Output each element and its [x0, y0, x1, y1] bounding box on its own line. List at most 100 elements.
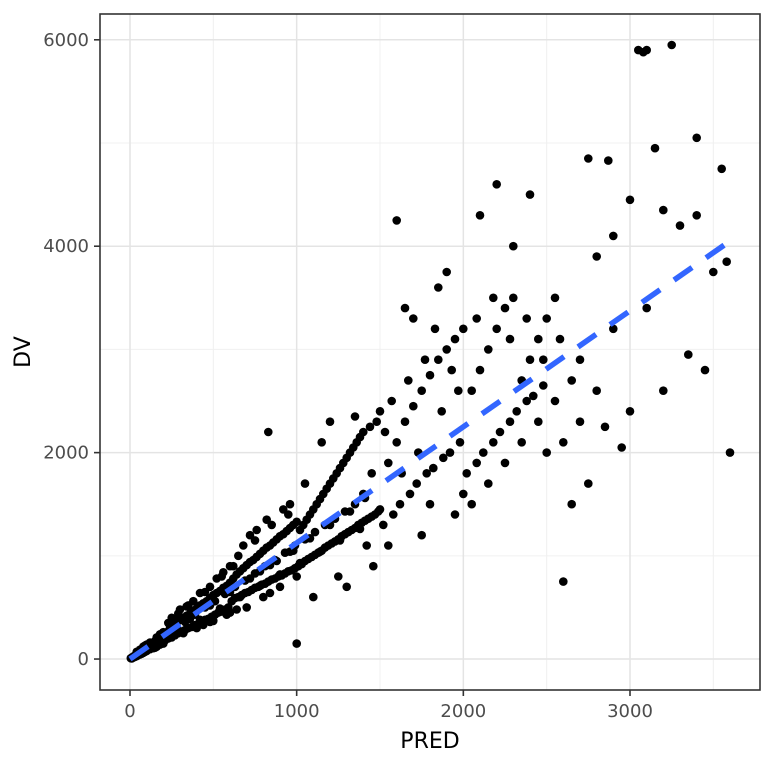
data-point — [164, 618, 173, 628]
data-point — [522, 396, 531, 406]
data-point — [174, 609, 183, 618]
data-point — [667, 40, 676, 50]
data-point — [725, 448, 735, 457]
data-point — [342, 582, 352, 592]
data-point — [692, 211, 701, 220]
data-point — [425, 370, 435, 380]
panel-background — [100, 14, 760, 690]
data-point — [642, 303, 651, 313]
data-point — [384, 541, 393, 550]
data-point — [559, 438, 568, 447]
data-point — [550, 293, 560, 303]
data-point — [539, 381, 548, 390]
data-point — [675, 221, 685, 230]
data-point — [489, 293, 498, 303]
data-point — [455, 438, 465, 447]
data-point — [684, 350, 693, 359]
data-point — [609, 231, 618, 241]
data-point — [369, 561, 378, 571]
data-point — [467, 499, 477, 509]
data-point — [334, 572, 343, 581]
data-point — [295, 558, 305, 568]
data-point — [365, 422, 375, 432]
data-point — [454, 386, 463, 396]
data-point — [450, 334, 460, 344]
data-point — [345, 507, 355, 516]
data-point — [575, 355, 585, 365]
data-point — [189, 596, 198, 606]
smooth-line-group — [128, 238, 732, 662]
data-point — [575, 417, 585, 427]
data-point — [439, 453, 448, 463]
data-point — [625, 195, 635, 205]
data-point — [400, 303, 410, 313]
data-point — [429, 463, 438, 473]
data-point — [275, 570, 285, 579]
data-point — [195, 588, 205, 598]
data-point — [475, 365, 485, 375]
data-point — [185, 614, 195, 624]
data-point — [392, 438, 402, 447]
data-point — [404, 376, 413, 385]
data-point — [555, 334, 565, 344]
data-point — [219, 568, 228, 577]
y-tick-label: 6000 — [43, 30, 89, 51]
data-point — [405, 489, 415, 499]
data-point — [235, 592, 245, 602]
data-point — [517, 438, 526, 447]
data-point — [380, 427, 390, 437]
panel-border — [99, 13, 761, 691]
data-point — [205, 617, 215, 627]
data-point — [205, 582, 215, 592]
data-point — [479, 448, 488, 457]
data-point — [367, 469, 377, 478]
x-tick-label: 1000 — [274, 701, 320, 722]
data-point — [379, 520, 388, 530]
data-point — [534, 334, 543, 344]
x-tick-label: 0 — [124, 701, 135, 722]
data-point — [717, 164, 726, 174]
data-point — [359, 427, 368, 437]
data-point — [355, 524, 365, 534]
data-point — [534, 417, 543, 427]
data-point — [409, 314, 418, 323]
data-point — [245, 574, 255, 583]
data-point — [659, 205, 668, 215]
y-axis-title: DV — [11, 336, 36, 368]
data-point — [310, 527, 320, 537]
data-point — [255, 581, 265, 591]
data-point — [222, 610, 231, 619]
data-point — [229, 561, 238, 571]
data-point — [550, 396, 560, 406]
data-point — [245, 530, 255, 540]
data-point — [212, 574, 221, 583]
data-point — [492, 324, 502, 334]
data-point — [584, 154, 593, 163]
gridlines-minor — [100, 14, 760, 690]
data-point — [285, 547, 295, 556]
data-point — [542, 314, 551, 323]
data-point — [459, 489, 468, 499]
data-point — [292, 572, 302, 581]
data-point — [259, 592, 268, 602]
data-point — [722, 257, 731, 267]
y-tick-label: 0 — [78, 649, 89, 670]
data-point — [604, 156, 613, 165]
data-point — [434, 283, 443, 292]
y-tick-label: 4000 — [43, 236, 89, 257]
data-point — [232, 605, 241, 614]
data-point — [420, 355, 430, 365]
data-point — [567, 376, 576, 385]
data-point — [559, 577, 568, 586]
data-point — [450, 510, 460, 519]
data-point — [567, 499, 576, 509]
data-point — [430, 324, 440, 334]
data-point — [317, 438, 327, 447]
x-axis-tick-labels: 0 1000 2000 3000 — [124, 701, 653, 722]
data-point — [412, 479, 422, 488]
data-point — [539, 355, 548, 365]
y-tick-label: 2000 — [43, 443, 89, 464]
data-point — [300, 479, 310, 488]
